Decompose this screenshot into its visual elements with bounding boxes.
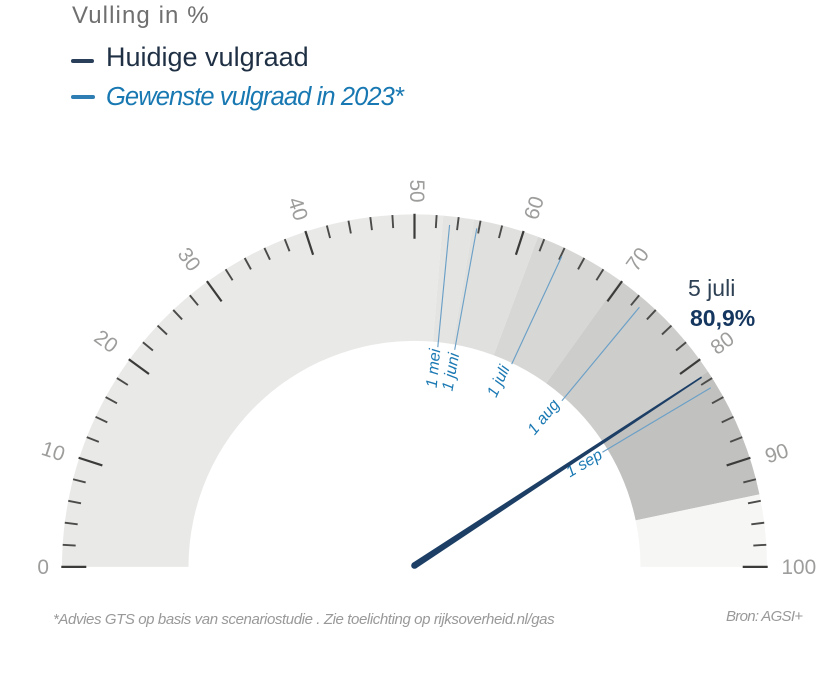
svg-text:0: 0 <box>37 556 49 579</box>
svg-text:1 mei: 1 mei <box>424 348 445 389</box>
svg-text:80,9%: 80,9% <box>690 305 755 331</box>
svg-text:50: 50 <box>405 179 428 202</box>
svg-text:5 juli: 5 juli <box>688 275 735 301</box>
svg-text:100: 100 <box>781 556 816 579</box>
svg-text:1 juni: 1 juni <box>440 351 464 392</box>
